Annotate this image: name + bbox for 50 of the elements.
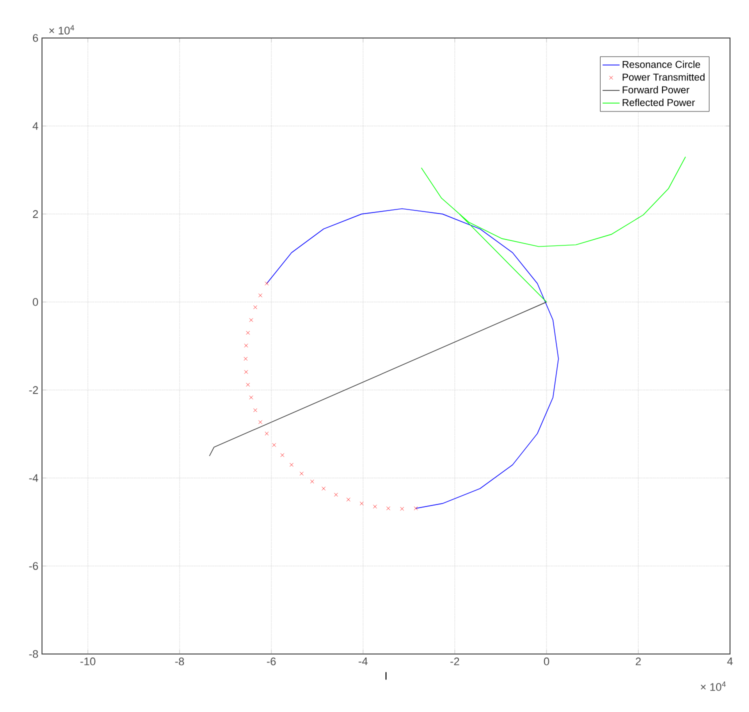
point [290, 462, 294, 467]
y-tick-label: 4 [32, 122, 38, 130]
line-series [266, 208, 559, 509]
text: × 10$^{4}$ [700, 682, 726, 691]
point [334, 492, 338, 497]
point [264, 282, 269, 286]
legend-label: Power Transmitted [622, 73, 705, 81]
y-tick-label: 6 [32, 34, 38, 42]
x-tick-label: 4 [727, 658, 733, 666]
y-tick-label: -4 [29, 474, 38, 482]
point [258, 293, 262, 298]
point [244, 356, 248, 361]
point [246, 330, 250, 335]
point [253, 408, 258, 412]
point [400, 506, 404, 511]
y-tick-label: 2 [32, 210, 38, 218]
y-tick-label: -8 [29, 650, 38, 658]
point [373, 504, 377, 509]
point [246, 382, 250, 387]
point [322, 486, 326, 491]
point [258, 420, 262, 424]
x-tick-label: -6 [266, 658, 276, 666]
point [386, 506, 390, 510]
point [264, 432, 269, 436]
legend-label: Resonance Circle [622, 60, 700, 68]
point [280, 453, 284, 458]
text: × 10$^{4}$ [49, 25, 74, 34]
point [360, 502, 364, 506]
point [414, 506, 418, 510]
x-tick-label: -4 [358, 658, 368, 666]
x-axis-title: I [386, 672, 387, 680]
y-tick-label: -2 [29, 386, 38, 394]
x-tick-label: -2 [450, 658, 460, 666]
point [300, 472, 304, 476]
point [310, 480, 314, 484]
x-tick-label: 2 [636, 658, 641, 666]
y-tick-label: -6 [29, 562, 38, 570]
point [244, 344, 248, 348]
legend-label: Reflected Power [622, 98, 695, 106]
point [272, 443, 276, 447]
point [249, 396, 254, 400]
point [249, 318, 254, 322]
x-tick-label: -8 [175, 658, 184, 666]
point [244, 370, 248, 374]
y-tick-label: 0 [32, 298, 38, 306]
point [253, 305, 258, 310]
point [346, 498, 350, 502]
x-tick-label: -10 [80, 658, 96, 666]
x-tick-label: 0 [544, 658, 550, 666]
legend-label: Forward Power [622, 86, 690, 94]
